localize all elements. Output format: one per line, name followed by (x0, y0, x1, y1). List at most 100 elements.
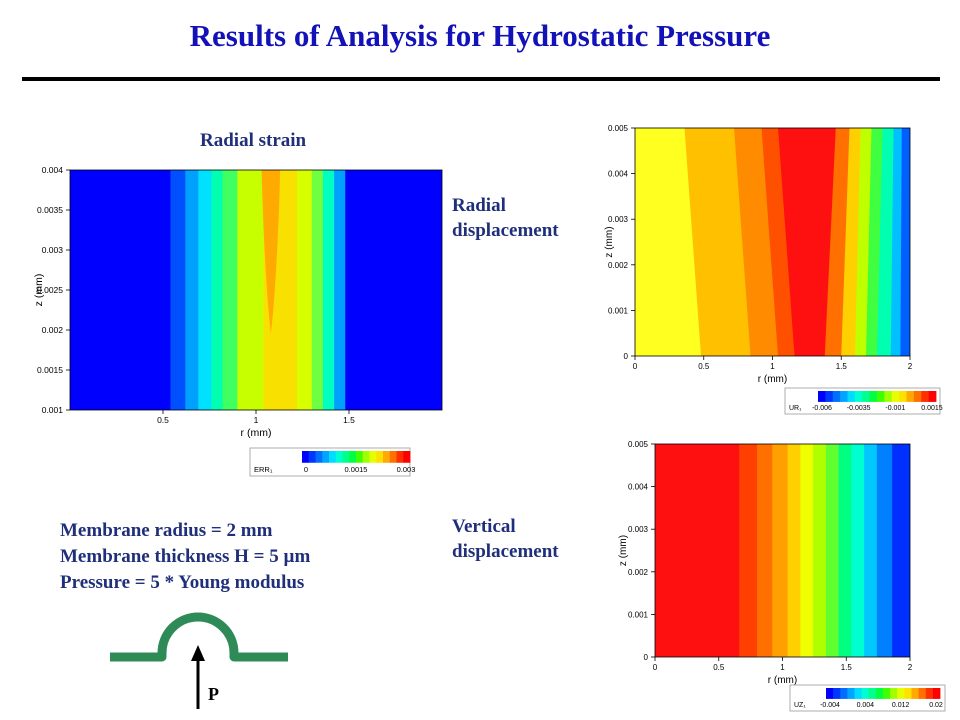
colorbar-swatch (921, 391, 930, 402)
colorbar-swatch (913, 391, 922, 402)
x-tick-label: 0.5 (713, 663, 725, 672)
radial-strain-chart: 0.5 1 1.5 0.001 0.0015 0.002 0.0025 0.003 0.0035… (33, 165, 443, 477)
colorbar-swatch (362, 451, 370, 463)
colorbar-swatch (308, 451, 316, 463)
y-tick-label: 0.004 (42, 165, 64, 175)
colorbar-swatch (928, 391, 937, 402)
contour-fill (655, 444, 910, 657)
colorbar-swatch (918, 688, 927, 699)
x-tick-label: 0 (653, 663, 658, 672)
colorbar-tick-label: -0.006 (812, 405, 832, 412)
x-axis-label: r (mm) (768, 675, 797, 686)
colorbar-swatch (906, 391, 915, 402)
colorbar-tick-label: -0.0035 (847, 405, 871, 412)
colorbar-tick-label: -0.004 (820, 702, 840, 709)
colorbar-swatch (932, 688, 941, 699)
x-tick-label: 0.5 (157, 415, 169, 425)
x-tick-label: 0.5 (698, 362, 710, 371)
spec-radius: Membrane radius = 2 mm (60, 520, 273, 541)
colorbar-title: UR₁ (789, 405, 802, 412)
vertical-displacement-chart: 0 0.5 1 1.5 2 0 0.001 0.002 0.003 0.004 0.005 r (mm… (618, 440, 946, 712)
contour-band (222, 170, 238, 410)
contour-band (841, 128, 862, 356)
pressure-label: P (208, 684, 219, 704)
contour-band (890, 128, 903, 356)
up-arrow-icon (191, 645, 205, 709)
y-tick-label: 0.001 (42, 405, 64, 415)
colorbar-swatch (302, 451, 310, 463)
contour-band (876, 444, 893, 657)
y-tick-label: 0.002 (42, 325, 64, 335)
y-tick-label: 0.003 (42, 245, 64, 255)
colorbar-tick-label: 0.004 (857, 702, 875, 709)
y-tick-label: 0.0025 (37, 285, 63, 295)
colorbar-swatch (891, 391, 900, 402)
x-tick-label: 2 (908, 663, 913, 672)
contour-band (170, 170, 186, 410)
y-tick-label: 0 (624, 352, 629, 361)
colorbar-tick-label: 0.0015 (345, 465, 368, 474)
colorbar-tick-label: 0.012 (892, 702, 910, 709)
spec-pressure: Pressure = 5 * Young modulus (60, 572, 305, 593)
contour-band (739, 444, 758, 657)
colorbar-swatch (869, 391, 878, 402)
contour-band (787, 444, 801, 657)
x-tick-label: 1.5 (836, 362, 848, 371)
x-tick-label: 2 (908, 362, 913, 371)
contour-band (198, 170, 212, 410)
contour-band (311, 170, 324, 410)
title-divider (22, 77, 940, 81)
colorbar-swatch (383, 451, 391, 463)
contour-band (864, 444, 878, 657)
colorbar-title: UZ₁ (794, 702, 806, 709)
colorbar-swatch (911, 688, 920, 699)
contour-band (757, 444, 773, 657)
contour-band (185, 170, 199, 410)
membrane-specs: Membrane radius = 2 mm Membrane thicknes… (60, 518, 310, 596)
colorbar-swatch (847, 688, 855, 699)
vertical-displacement-label-line2: displacement (452, 541, 559, 562)
colorbar-swatch (890, 688, 898, 699)
colorbar-swatch (356, 451, 364, 463)
y-axis-label: z (mm) (604, 226, 615, 257)
contour-band (813, 444, 827, 657)
colorbar-swatch (883, 688, 891, 699)
y-axis-label: z (mm) (33, 274, 45, 307)
contour-band (734, 128, 779, 356)
colorbar-swatch (826, 688, 834, 699)
contour-band (772, 444, 789, 657)
colorbar-swatch (840, 391, 848, 402)
y-tick-label: 0.002 (608, 261, 629, 270)
contour-band (800, 444, 814, 657)
colorbar-tick-label: 0.0015 (921, 405, 943, 412)
colorbar-swatch (349, 451, 357, 463)
y-tick-label: 0.0035 (37, 205, 63, 215)
colorbar-swatch (847, 391, 856, 402)
colorbar-swatch (884, 391, 893, 402)
y-tick-label: 0.004 (608, 170, 629, 179)
contour-band (778, 128, 837, 356)
x-tick-label: 1 (770, 362, 775, 371)
colorbar-swatch (854, 688, 863, 699)
colorbar-swatch (897, 688, 905, 699)
contour-band (761, 128, 796, 356)
colorbar-tick-label: -0.001 (885, 405, 905, 412)
y-tick-label: 0.0015 (37, 365, 63, 375)
x-tick-label: 1.5 (343, 415, 355, 425)
contour-band (838, 444, 852, 657)
vertical-displacement-label: Vertical displacement (452, 514, 559, 564)
contour-band (655, 444, 740, 657)
contour-band (70, 170, 172, 410)
page-title: Results of Analysis for Hydrostatic Pres… (189, 18, 771, 53)
colorbar-swatch (832, 391, 841, 402)
contour-band (892, 444, 910, 657)
membrane-shape (110, 612, 288, 662)
colorbar-tick-label: 0 (304, 465, 308, 474)
colorbar-swatch (315, 451, 323, 463)
colorbar-swatch (396, 451, 404, 463)
colorbar-swatch (899, 391, 907, 402)
contour-band (296, 170, 313, 410)
contour-band (345, 170, 442, 410)
colorbar-swatch (868, 688, 877, 699)
colorbar-swatch (825, 391, 834, 402)
